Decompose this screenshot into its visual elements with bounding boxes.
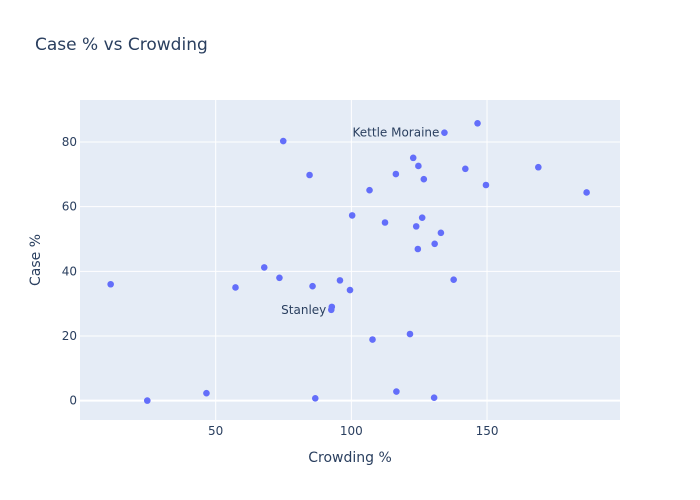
point-annotation: Stanley bbox=[281, 303, 326, 317]
scatter-point bbox=[412, 223, 420, 230]
scatter-point bbox=[260, 264, 268, 271]
tick-labels: 50 100 150 0 20 40 60 80 bbox=[62, 135, 499, 438]
scatter-point bbox=[418, 214, 426, 221]
scatter-point bbox=[107, 280, 114, 288]
gridlines bbox=[80, 100, 620, 420]
scatter-point bbox=[430, 394, 438, 401]
scatter-point bbox=[311, 395, 319, 402]
scatter-point bbox=[366, 186, 373, 194]
scatter-point bbox=[431, 240, 438, 248]
data-points bbox=[107, 119, 590, 404]
scatter-point bbox=[420, 175, 428, 183]
scatter-point bbox=[346, 286, 354, 294]
scatter-point bbox=[393, 388, 400, 395]
scatter-point bbox=[583, 189, 590, 196]
y-axis-title: Case % bbox=[28, 234, 44, 286]
scatter-point bbox=[437, 229, 445, 237]
scatter-point bbox=[414, 245, 422, 253]
scatter-point bbox=[392, 170, 400, 178]
scatter-point bbox=[369, 336, 376, 343]
scatter-point bbox=[309, 282, 316, 290]
y-tick-label: 0 bbox=[69, 394, 77, 408]
scatter-point bbox=[348, 212, 356, 219]
scatter-point bbox=[381, 219, 389, 226]
scatter-point bbox=[406, 330, 414, 338]
scatter-point bbox=[474, 119, 481, 127]
x-axis-title: Crowding % bbox=[308, 450, 392, 466]
scatter-point bbox=[415, 162, 422, 170]
x-tick-label: 100 bbox=[340, 424, 363, 438]
x-tick-label: 150 bbox=[476, 424, 499, 438]
point-annotation: Kettle Moraine bbox=[353, 126, 440, 140]
scatter-point bbox=[203, 389, 210, 397]
scatter-point bbox=[276, 274, 283, 282]
plot-area bbox=[80, 100, 620, 420]
scatter-point bbox=[441, 129, 448, 136]
annotations: Kettle Moraine Stanley bbox=[281, 126, 439, 317]
y-tick-label: 60 bbox=[62, 200, 77, 214]
x-tick-label: 50 bbox=[208, 424, 223, 438]
scatter-point bbox=[232, 284, 239, 291]
scatter-point bbox=[409, 154, 417, 162]
scatter-point bbox=[143, 397, 151, 404]
y-tick-label: 40 bbox=[62, 264, 77, 278]
scatter-point bbox=[535, 163, 542, 171]
scatter-point bbox=[336, 277, 344, 284]
scatter-point bbox=[279, 137, 287, 145]
scatter-point bbox=[328, 303, 336, 311]
y-tick-label: 20 bbox=[62, 329, 77, 343]
y-tick-label: 80 bbox=[62, 135, 77, 149]
scatter-point bbox=[462, 165, 469, 173]
chart-title: Case % vs Crowding bbox=[35, 35, 208, 55]
scatter-point bbox=[450, 276, 457, 284]
scatter-point bbox=[482, 181, 490, 189]
scatter-point bbox=[306, 171, 313, 179]
